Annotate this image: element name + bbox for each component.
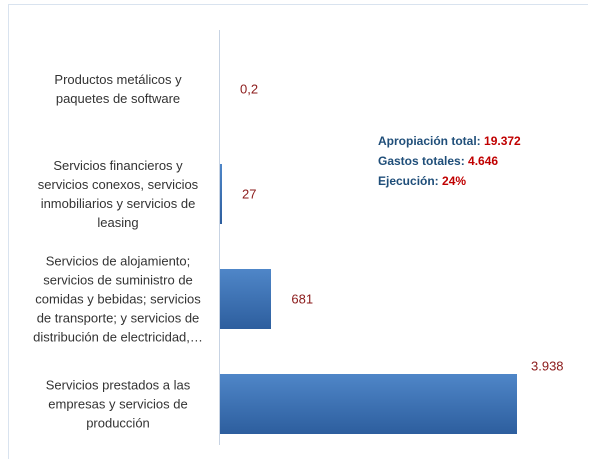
category-label: Productos metálicos y paquetes de softwa…: [54, 71, 182, 106]
category-label: Servicios de alojamiento; servicios de s…: [33, 253, 203, 344]
annotation-label: Ejecución:: [378, 174, 439, 188]
annotation-value: 4.646: [468, 154, 499, 168]
value-label: 27: [242, 186, 257, 201]
annotation-label: Apropiación total:: [378, 134, 481, 148]
annotation-value: 24%: [442, 174, 467, 188]
category-label: Servicios financieros y servicios conexo…: [37, 157, 199, 230]
annotation-label: Gastos totales:: [378, 154, 465, 168]
bar: [220, 268, 272, 329]
category-label: Servicios prestados a las empresas y ser…: [45, 377, 191, 430]
annotation: Apropiación total: 19.372: [378, 134, 521, 148]
bar: [220, 373, 517, 434]
value-label: 0,2: [240, 81, 259, 96]
bar: [220, 163, 223, 224]
value-label: 3.938: [531, 358, 564, 373]
value-label: 681: [291, 291, 314, 306]
annotation: Ejecución: 24%: [378, 174, 466, 188]
chart-frame: [8, 4, 588, 459]
annotation-value: 19.372: [484, 134, 521, 148]
category-axis: [219, 30, 220, 445]
annotation: Gastos totales: 4.646: [378, 154, 498, 168]
